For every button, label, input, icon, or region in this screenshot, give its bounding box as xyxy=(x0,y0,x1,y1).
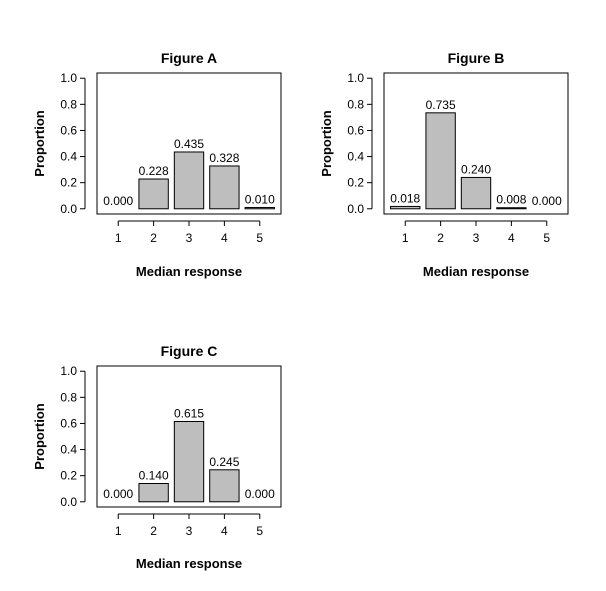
bar-2 xyxy=(138,178,169,210)
x-axis-label: Median response xyxy=(136,264,242,279)
value-label-1: 0.000 xyxy=(103,487,133,501)
x-tick-label: 2 xyxy=(437,231,444,245)
x-axis-label: Median response xyxy=(423,264,529,279)
bar-2 xyxy=(425,112,456,210)
y-axis-label: Proportion xyxy=(319,110,334,176)
y-tick-label: 1.0 xyxy=(60,364,77,378)
y-tick-label: 0.6 xyxy=(60,416,77,430)
x-tick-label: 5 xyxy=(256,524,263,538)
y-tick-label: 1.0 xyxy=(347,71,364,85)
value-label-1: 0.000 xyxy=(103,194,133,208)
chart-panel-3: 0.000 0.140 0.615 0.245 0.000 0.0 0.2 0.4 0.6 0.8… xyxy=(32,343,282,571)
y-tick-label: 0.6 xyxy=(347,123,364,137)
x-tick-label: 3 xyxy=(473,231,480,245)
chart-title: Figure B xyxy=(448,50,505,66)
y-tick-label: 0.8 xyxy=(347,97,364,111)
y-tick-label: 0.2 xyxy=(60,469,77,483)
value-label-2: 0.228 xyxy=(139,164,169,178)
y-tick-label: 0.4 xyxy=(347,150,364,164)
bar-3 xyxy=(460,176,492,210)
value-label-5: 0.000 xyxy=(245,487,275,501)
value-label-3: 0.435 xyxy=(174,137,204,151)
bar-4 xyxy=(496,207,527,210)
x-tick-label: 1 xyxy=(402,231,409,245)
chart-title: Figure A xyxy=(161,50,217,66)
y-axis-label: Proportion xyxy=(32,110,47,176)
y-tick-label: 0.8 xyxy=(60,390,77,404)
x-tick-label: 3 xyxy=(186,524,193,538)
bar-4 xyxy=(209,165,240,210)
bar-1 xyxy=(390,205,421,210)
plot-frame xyxy=(96,72,282,215)
y-tick-label: 0.2 xyxy=(60,176,77,190)
y-tick-label: 0.4 xyxy=(60,443,77,457)
value-label-4: 0.328 xyxy=(209,151,239,165)
y-tick-label: 0.8 xyxy=(60,97,77,111)
x-tick-label: 3 xyxy=(186,231,193,245)
x-tick-label: 2 xyxy=(150,524,157,538)
x-tick-label: 1 xyxy=(115,524,122,538)
y-tick-label: 0.4 xyxy=(60,150,77,164)
value-label-2: 0.140 xyxy=(139,469,169,483)
chart-title: Figure C xyxy=(161,343,218,359)
x-tick-label: 4 xyxy=(221,231,228,245)
y-tick-label: 1.0 xyxy=(60,71,77,85)
chart-panel-1: 0.000 0.228 0.435 0.328 0.010 0.0 0.2 0.4 0.6 0.8… xyxy=(32,50,282,279)
bar-4 xyxy=(209,469,240,503)
value-label-2: 0.735 xyxy=(426,98,456,112)
x-tick-label: 2 xyxy=(150,231,157,245)
x-tick-label: 4 xyxy=(508,231,515,245)
y-axis-label: Proportion xyxy=(32,403,47,469)
value-label-4: 0.245 xyxy=(209,455,239,469)
x-tick-label: 4 xyxy=(221,524,228,538)
value-label-3: 0.240 xyxy=(461,162,491,176)
y-tick-label: 0.0 xyxy=(60,495,77,509)
value-label-4: 0.008 xyxy=(496,193,526,207)
bar-5 xyxy=(244,206,275,210)
value-label-3: 0.615 xyxy=(174,406,204,420)
y-tick-label: 0.2 xyxy=(347,176,364,190)
bar-3 xyxy=(173,420,205,503)
chart-panel-2: 0.018 0.735 0.240 0.008 0.000 0.0 0.2 0.4 0.6 0.8… xyxy=(319,50,569,279)
bar-2 xyxy=(138,483,169,503)
plot-frame xyxy=(383,72,569,215)
y-tick-label: 0.0 xyxy=(60,202,77,216)
value-label-1: 0.018 xyxy=(390,191,420,205)
plot-frame xyxy=(96,365,282,508)
x-axis-label: Median response xyxy=(136,556,242,571)
value-label-5: 0.000 xyxy=(532,194,562,208)
x-tick-label: 1 xyxy=(115,231,122,245)
bar-3 xyxy=(173,151,205,210)
y-tick-label: 0.0 xyxy=(347,202,364,216)
x-tick-label: 5 xyxy=(256,231,263,245)
x-tick-label: 5 xyxy=(543,231,550,245)
y-tick-label: 0.6 xyxy=(60,123,77,137)
value-label-5: 0.010 xyxy=(245,192,275,206)
